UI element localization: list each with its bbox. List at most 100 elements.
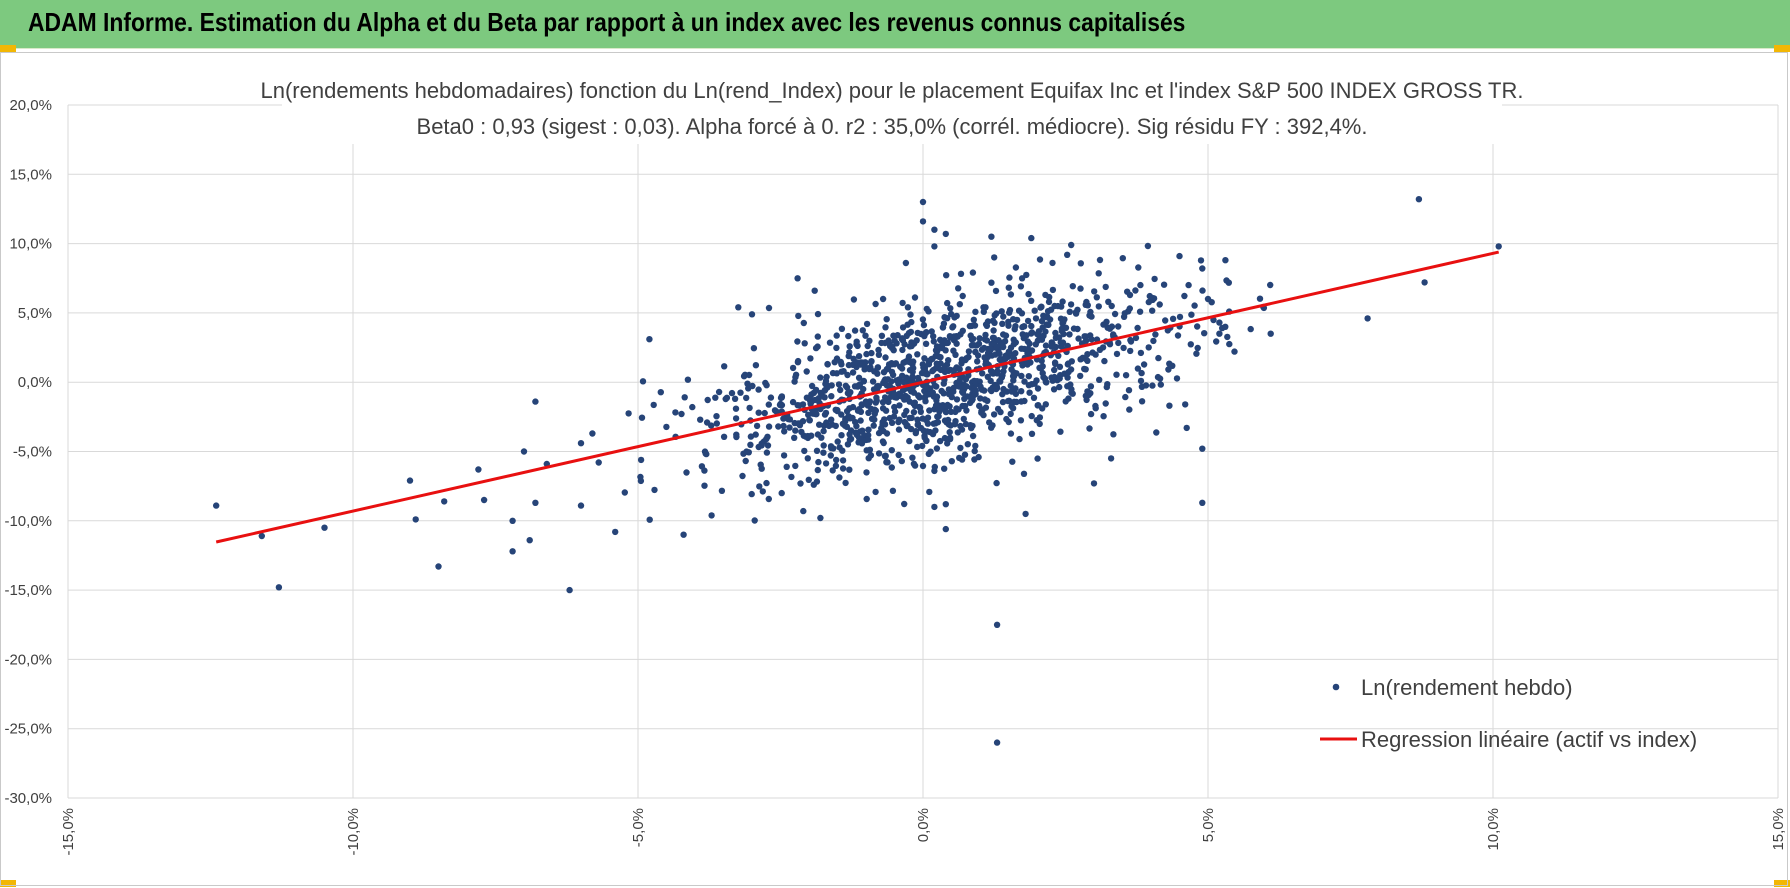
data-point: [855, 353, 863, 360]
data-point: [919, 462, 927, 470]
data-point: [1018, 388, 1025, 395]
data-point: [870, 386, 878, 393]
data-point: [681, 394, 688, 401]
data-point: [651, 486, 658, 494]
data-point: [778, 393, 786, 400]
data-point: [789, 398, 797, 406]
data-point: [986, 419, 993, 426]
data-point: [532, 398, 539, 405]
data-point: [915, 392, 922, 400]
data-point: [755, 443, 762, 451]
data-point: [752, 362, 760, 369]
data-point: [1005, 348, 1013, 355]
data-point: [780, 452, 788, 459]
data-point: [657, 389, 664, 396]
data-point: [957, 444, 964, 452]
data-point: [1057, 428, 1064, 435]
data-point: [953, 396, 961, 403]
data-point: [1066, 331, 1073, 338]
data-point: [889, 371, 897, 379]
data-point: [1157, 381, 1165, 388]
data-point: [733, 433, 740, 441]
data-point: [708, 512, 715, 519]
data-point: [854, 407, 862, 414]
data-point: [1136, 308, 1144, 315]
data-point: [1007, 291, 1015, 298]
data-point: [1037, 304, 1044, 311]
data-point: [932, 427, 939, 434]
data-point: [1199, 445, 1206, 452]
data-point: [895, 380, 902, 387]
data-point: [878, 339, 885, 347]
data-point: [1247, 325, 1254, 333]
data-point: [907, 311, 914, 318]
data-point: [832, 462, 840, 469]
data-point: [867, 358, 875, 366]
data-point: [943, 272, 950, 279]
data-point: [1219, 324, 1226, 332]
data-point: [827, 452, 834, 459]
data-point: [1166, 402, 1173, 409]
data-point: [834, 438, 841, 445]
data-point: [1051, 366, 1058, 374]
data-point: [950, 388, 957, 395]
data-point: [939, 404, 946, 411]
data-point: [942, 501, 949, 508]
data-point: [1156, 301, 1163, 308]
data-point: [832, 422, 839, 430]
data-point: [1030, 394, 1038, 401]
data-point: [942, 339, 949, 347]
data-point: [1137, 281, 1144, 289]
data-point: [1165, 366, 1172, 373]
data-point: [909, 373, 916, 380]
data-point: [806, 416, 813, 424]
data-point: [888, 464, 895, 471]
data-point: [865, 426, 872, 433]
data-point: [824, 361, 831, 368]
data-point: [921, 432, 928, 440]
data-point: [1181, 292, 1188, 300]
data-point: [865, 436, 872, 443]
data-point: [912, 429, 919, 437]
data-point: [509, 517, 516, 524]
data-point: [1364, 315, 1371, 322]
data-point: [959, 389, 967, 396]
corner-marker-left: [0, 45, 16, 52]
data-point: [914, 443, 921, 451]
data-point: [871, 416, 878, 423]
data-point: [971, 456, 978, 463]
data-point: [778, 489, 785, 497]
data-point: [756, 483, 763, 490]
data-point: [776, 401, 784, 409]
data-point: [814, 333, 821, 340]
data-point: [928, 328, 935, 335]
data-point: [863, 447, 870, 454]
data-point: [972, 442, 979, 450]
data-point: [957, 270, 965, 277]
data-point: [480, 496, 488, 504]
data-point: [765, 423, 773, 430]
data-point: [839, 420, 847, 427]
data-point: [763, 479, 770, 487]
data-point: [1021, 397, 1028, 405]
data-point: [520, 448, 528, 455]
data-point: [814, 466, 821, 474]
data-point: [1146, 292, 1154, 300]
data-point: [969, 269, 977, 276]
data-point: [1160, 281, 1168, 288]
data-point: [890, 389, 897, 397]
data-point: [816, 421, 823, 428]
data-point: [746, 404, 753, 412]
data-point: [509, 548, 516, 555]
data-point: [577, 440, 585, 447]
data-point: [887, 343, 894, 350]
data-point: [683, 469, 690, 476]
data-point: [803, 368, 810, 375]
data-point: [595, 459, 602, 466]
data-point: [1135, 264, 1142, 271]
data-point: [921, 394, 928, 401]
data-point: [1088, 336, 1095, 343]
data-point: [899, 346, 906, 354]
data-point: [1065, 395, 1072, 402]
data-point: [902, 259, 910, 267]
